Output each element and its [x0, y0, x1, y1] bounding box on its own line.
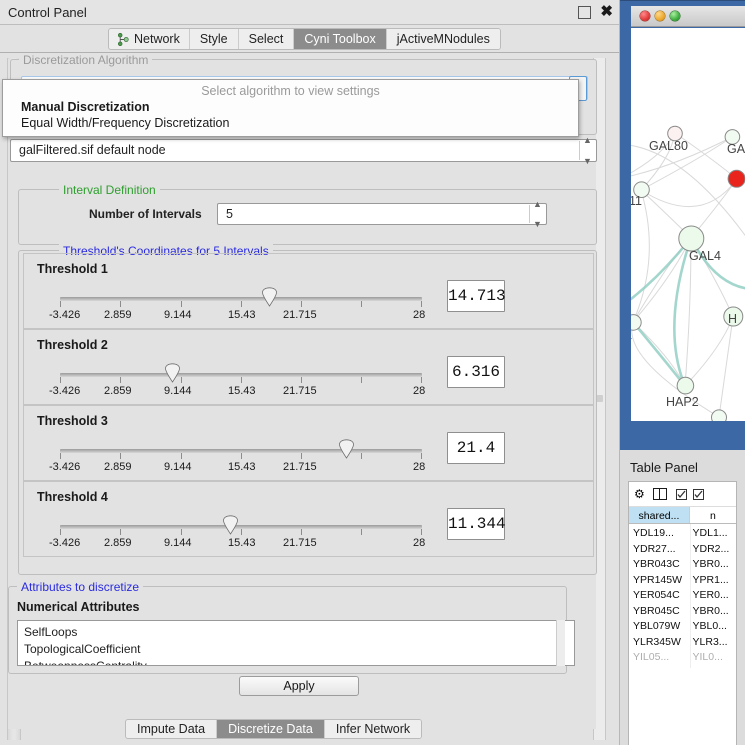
svg-text:GA: GA: [727, 142, 745, 156]
svg-text:GAL11: GAL11: [631, 194, 642, 208]
svg-text:GCY1: GCY1: [631, 328, 632, 342]
svg-text:H: H: [728, 312, 737, 326]
svg-text:HAP2: HAP2: [666, 395, 699, 409]
svg-text:GAL80: GAL80: [649, 139, 688, 153]
svg-text:GAL4: GAL4: [689, 249, 721, 263]
